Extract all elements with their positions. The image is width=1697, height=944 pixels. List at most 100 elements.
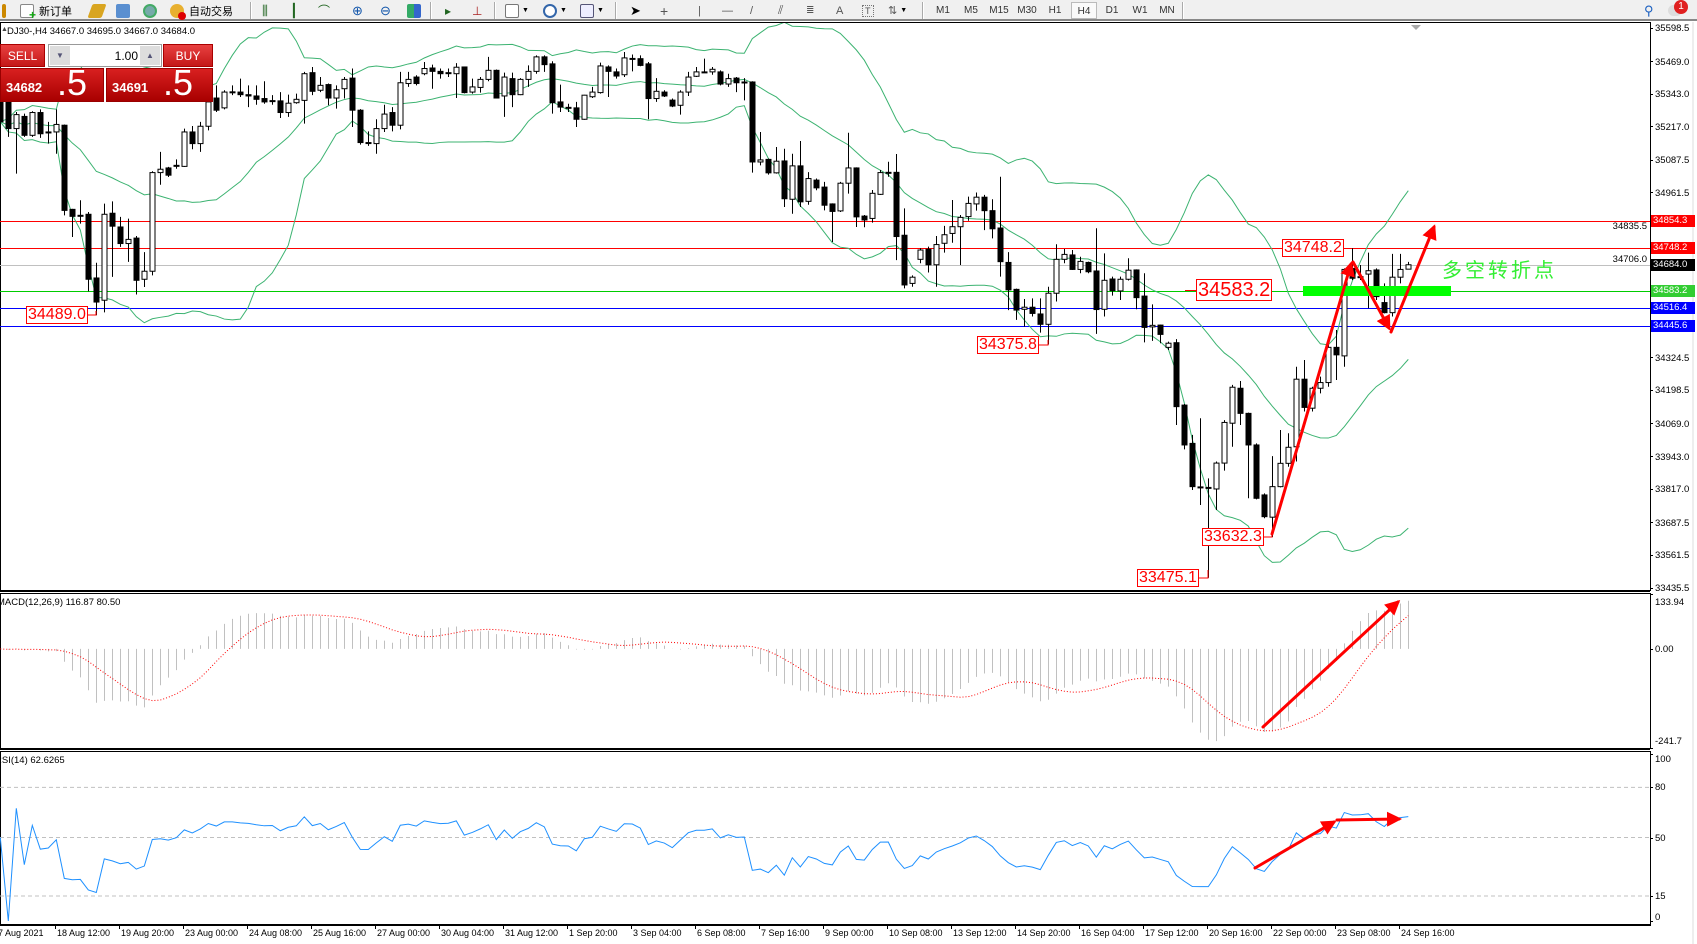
navigator-button[interactable]: [116, 2, 130, 19]
price-line-label: 34854.3: [1651, 214, 1695, 227]
auto-trading-button[interactable]: 自动交易: [170, 2, 233, 20]
bull-candle-body: [773, 160, 780, 174]
timeframe-h4[interactable]: H4: [1071, 2, 1097, 19]
bear-candle-body: [1301, 378, 1308, 408]
bear-candle-body: [661, 91, 668, 97]
bull-candle-body: [381, 113, 388, 130]
bull-candle-body: [485, 69, 492, 80]
signals-button[interactable]: [143, 2, 157, 19]
horizontal-line-button[interactable]: —: [722, 2, 733, 19]
bear-candle-body: [213, 97, 220, 111]
new-order-icon: +: [20, 3, 36, 21]
chart-menu-triangle-icon[interactable]: ▲: [1, 26, 8, 33]
bid-price-box[interactable]: 34682 .5: [0, 68, 104, 102]
search-button[interactable]: ⚲: [1644, 2, 1654, 19]
line-chart-button[interactable]: ⌒: [318, 2, 330, 19]
bull-candle-body: [1229, 386, 1236, 424]
tile-windows-button[interactable]: [407, 2, 421, 19]
zoom-out-button[interactable]: ⊖: [380, 2, 391, 19]
candle: [197, 121, 204, 152]
zoom-in-button[interactable]: ⊕: [352, 2, 363, 19]
price-label-34583[interactable]: 34583.2: [1196, 279, 1273, 301]
vertical-line-button[interactable]: |: [698, 2, 701, 19]
bear-candle-body: [765, 158, 772, 174]
timeframe-m30[interactable]: M30: [1017, 5, 1037, 16]
auto-scroll-button[interactable]: ▸: [445, 2, 451, 19]
time-tick-label: 17 Sep 12:00: [1145, 928, 1199, 938]
text-button[interactable]: A: [836, 2, 843, 19]
timeframe-w1[interactable]: W1: [1132, 5, 1148, 16]
bear-candle-body: [861, 215, 868, 221]
candle: [493, 69, 500, 99]
bull-candle-body: [1149, 324, 1156, 328]
time-tick-label: 13 Sep 12:00: [953, 928, 1007, 938]
time-tick-mark: [1207, 925, 1208, 929]
templates-button[interactable]: ▼: [580, 2, 604, 19]
lot-size-input[interactable]: [72, 46, 138, 65]
bull-candle-body: [1165, 342, 1172, 348]
timeframe-m1[interactable]: M1: [936, 5, 950, 16]
bar-chart-button[interactable]: ⫼: [262, 2, 268, 19]
bull-candle-body: [53, 123, 60, 133]
candle: [653, 78, 660, 102]
notifications-button[interactable]: 1: [1668, 0, 1688, 19]
lot-decrease-button[interactable]: ▼: [50, 46, 70, 65]
timeframe-d1[interactable]: D1: [1105, 5, 1119, 16]
candle: [637, 55, 644, 67]
trendline-icon: /: [750, 4, 754, 17]
candle: [397, 71, 404, 130]
timeframe-m15[interactable]: M15: [989, 5, 1009, 16]
bear-candle-body: [573, 107, 580, 120]
candle: [1165, 341, 1172, 350]
price-label-33475[interactable]: 33475.1: [1137, 569, 1199, 587]
candle: [1221, 420, 1228, 471]
crosshair-button[interactable]: +: [660, 2, 668, 19]
bear-candle-body: [1085, 261, 1092, 273]
timeframe-m5[interactable]: M5: [964, 5, 978, 16]
sell-button[interactable]: SELL: [0, 44, 45, 67]
trendline-button[interactable]: /: [750, 2, 753, 19]
chart-shift-button[interactable]: ⊥: [472, 2, 482, 19]
bull-candle-body: [1213, 462, 1220, 490]
timeframe-h1[interactable]: H1: [1048, 5, 1062, 16]
candle: [1117, 276, 1124, 300]
arrows-button[interactable]: ⇅ ▼: [888, 2, 907, 19]
price-label-34489[interactable]: 34489.0: [26, 306, 88, 324]
fibonacci-button[interactable]: ≣: [806, 2, 814, 19]
price-label-34375[interactable]: 34375.8: [977, 336, 1039, 354]
dropdown-arrow-icon: ▼: [900, 7, 908, 14]
new-order-button[interactable]: + 新订单: [20, 2, 72, 21]
time-tick-mark: [1271, 925, 1272, 929]
candlestick-icon: ┃: [290, 2, 298, 18]
chart-shift-marker-icon[interactable]: [1411, 25, 1421, 30]
bear-candle-body: [749, 81, 756, 163]
price-label-33632[interactable]: 33632.3: [1202, 528, 1264, 546]
rsi-series: [0, 786, 1650, 922]
bull-candle-body: [837, 182, 844, 212]
bear-candle-body: [901, 234, 908, 286]
cursor-button[interactable]: ➤: [630, 2, 641, 19]
candle: [629, 54, 636, 72]
candlestick-chart-button[interactable]: ┃: [290, 2, 298, 19]
equidistant-channel-button[interactable]: ⫽: [778, 2, 783, 19]
lot-increase-button[interactable]: ▲: [140, 46, 160, 65]
toolbar-separator: [430, 2, 432, 19]
buy-button[interactable]: BUY: [163, 44, 213, 67]
time-tick-mark: [55, 925, 56, 929]
candle: [557, 84, 564, 113]
text-label-button[interactable]: T: [862, 2, 874, 19]
periods-button[interactable]: ▼: [543, 2, 567, 19]
candle: [573, 101, 580, 128]
timeframe-mn[interactable]: MN: [1159, 5, 1175, 16]
ask-price-box[interactable]: 34691 .5: [106, 68, 213, 102]
candle: [1149, 304, 1156, 341]
time-tick-mark: [119, 925, 120, 929]
indicators-button[interactable]: ▼: [505, 2, 529, 19]
price-label-34748[interactable]: 34748.2: [1282, 239, 1344, 257]
turning-point-text[interactable]: 多空转折点: [1442, 260, 1557, 282]
candle: [1101, 253, 1108, 317]
bull-candle-body: [149, 172, 156, 272]
fibonacci-icon: ≣: [806, 5, 815, 16]
horizontal-lines: [0, 221, 1650, 327]
